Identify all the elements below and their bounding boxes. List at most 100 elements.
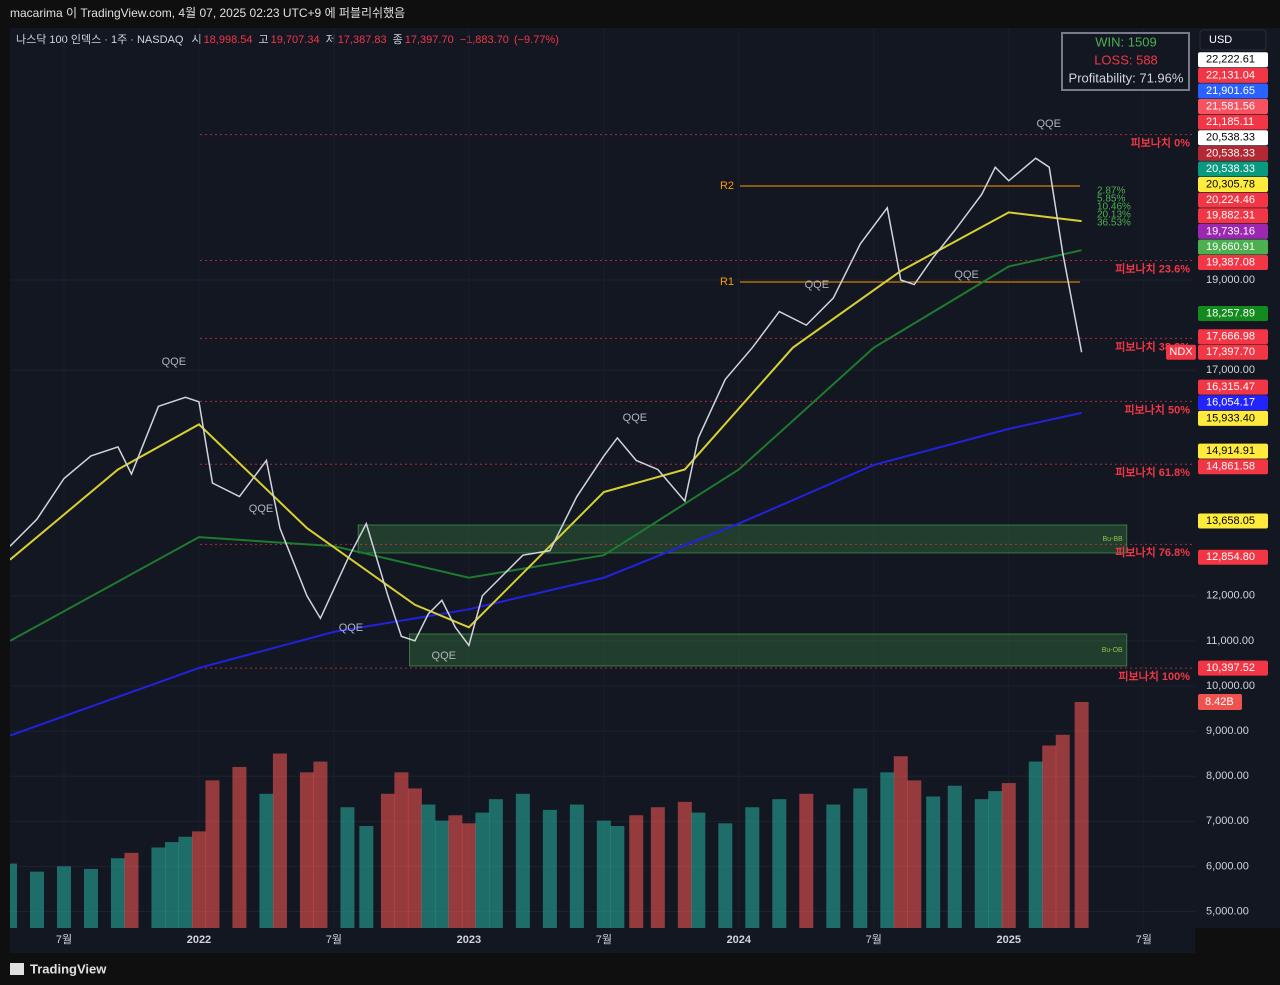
legend: 나스닥 100 인덱스 · 1주 · NASDAQ 시 18,998.54 고 19,7… [16, 33, 559, 46]
fib-label: 피보나치 23.6% [1115, 261, 1190, 275]
price-label-bg [1198, 177, 1268, 193]
price-label: 19,660.91 [1206, 241, 1255, 253]
price-label-bg [1198, 161, 1268, 177]
volume-bar [313, 761, 328, 928]
volume-label: 8.42B [1205, 696, 1234, 708]
volume-bar [947, 785, 962, 928]
price-label-bg [1198, 379, 1268, 395]
price-label: 19,739.16 [1206, 225, 1255, 237]
y-tick-label: 10,000.00 [1206, 680, 1255, 692]
stats-text: LOSS: 588 [1094, 52, 1158, 67]
x-tick-label: 7월 [326, 933, 342, 946]
y-tick-label: 5,000.00 [1206, 905, 1249, 917]
volume-bar [569, 804, 584, 928]
stats-text: Profitability: 71.96% [1069, 70, 1184, 85]
time-axis [10, 928, 1195, 953]
volume-bar [893, 756, 908, 928]
y-tick-label: 19,000.00 [1206, 274, 1255, 286]
percent-label: 5.85% [1097, 194, 1125, 205]
volume-bar [29, 871, 44, 928]
volume-bar [1074, 702, 1089, 928]
symbol-tag-bg [1166, 344, 1196, 360]
y-tick-label: 8,000.00 [1206, 770, 1249, 782]
publisher: macarima 이 TradingView.com, 4월 07, 2025 … [10, 6, 405, 20]
price-label: 14,914.91 [1206, 445, 1255, 457]
volume-bar [542, 809, 557, 928]
price-label: 17,666.98 [1206, 331, 1255, 343]
annotation: QQE [1036, 118, 1060, 130]
price-label: 20,538.33 [1206, 147, 1255, 159]
x-tick-label: 2023 [457, 934, 481, 946]
volume-bar [610, 826, 625, 928]
legend-text: 18,998.54 [204, 34, 253, 46]
volume-bar [461, 823, 476, 928]
price-label: 16,315.47 [1206, 381, 1255, 393]
indicator-line [10, 411, 1082, 737]
volume-bar [677, 801, 692, 928]
volume-bar [853, 788, 868, 928]
legend-text: −1,883.70 [460, 34, 509, 46]
price-label: 17,397.70 [1206, 346, 1255, 358]
volume-bar [1042, 745, 1057, 928]
volume-bar [907, 780, 922, 928]
price-label-bg [1198, 395, 1268, 411]
percent-label: 2.87% [1097, 186, 1125, 197]
price-line [10, 157, 1083, 648]
volume-bar [83, 868, 98, 928]
price-label-bg [1198, 223, 1268, 239]
zone-label: Bu-OB [1102, 647, 1123, 654]
price-label: 21,901.65 [1206, 85, 1255, 97]
price-label: 10,397.52 [1206, 662, 1255, 674]
volume-bar [394, 772, 409, 928]
price-label: 13,658.05 [1206, 515, 1255, 527]
price-label: 20,305.78 [1206, 178, 1255, 190]
price-label: 15,933.40 [1206, 412, 1255, 424]
volume-bar [718, 823, 733, 928]
annotation: QQE [249, 503, 273, 515]
indicator-line [10, 211, 1082, 629]
volume-bar [434, 820, 449, 928]
volume-bar [475, 812, 490, 928]
x-tick-label: 2024 [727, 934, 752, 946]
legend-text: 나스닥 100 인덱스 · 1주 · NASDAQ [16, 33, 184, 46]
percent-label: 10.46% [1097, 202, 1131, 213]
volume-bar [1055, 734, 1070, 928]
annotation: QQE [432, 650, 456, 662]
price-label-bg [1198, 660, 1268, 676]
price-label-bg [1198, 130, 1268, 146]
x-tick-label: 2025 [997, 934, 1021, 946]
volume-bar [799, 793, 814, 928]
price-label: 19,882.31 [1206, 210, 1255, 222]
y-tick-label: 12,000.00 [1206, 590, 1255, 602]
logo-icon [10, 963, 24, 975]
x-tick-label: 7월 [596, 933, 612, 946]
volume-bar [515, 793, 530, 928]
volume-bar [448, 815, 463, 928]
volume-bar [407, 788, 422, 928]
legend-text: 저 [326, 33, 336, 46]
annotation: QQE [805, 279, 829, 291]
volume-bar [596, 820, 611, 928]
price-label: 21,185.11 [1206, 116, 1254, 128]
y-tick-label: 7,000.00 [1206, 815, 1249, 827]
price-label: 22,222.61 [1206, 54, 1255, 66]
price-label-bg [1198, 459, 1268, 475]
price-label-bg [1198, 114, 1268, 130]
price-label-bg [1198, 192, 1268, 208]
x-tick-label: 7월 [866, 933, 882, 946]
plot: Bu-BB Bu-OB R2 R1 2.87%5.85%10.46%20.13%36.5… [10, 28, 1195, 928]
price-label-bg [1198, 329, 1268, 345]
price-label: 14,861.58 [1206, 461, 1255, 473]
volume-bar [299, 772, 314, 928]
currency-button[interactable] [1199, 29, 1267, 51]
volume-bar [10, 863, 17, 928]
price-label: 12,854.80 [1206, 551, 1255, 563]
annotation: QQE [162, 356, 186, 368]
price-label: 20,538.33 [1206, 132, 1255, 144]
price-label: 16,054.17 [1206, 397, 1255, 409]
y-tick-label: 11,000.00 [1206, 635, 1254, 647]
price-label-bg [1198, 239, 1268, 255]
price-label-bg [1198, 443, 1268, 459]
legend-text: 17,397.70 [405, 34, 454, 46]
volume-bar [988, 791, 1003, 928]
